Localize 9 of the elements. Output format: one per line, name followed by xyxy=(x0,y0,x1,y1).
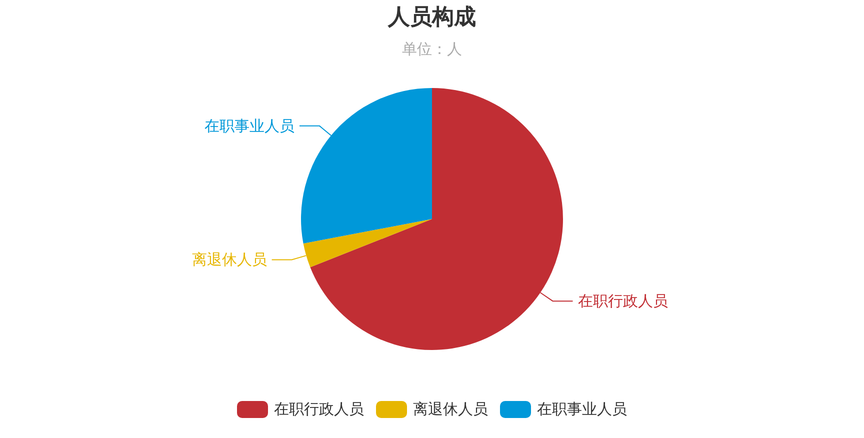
chart-title: 人员构成 xyxy=(386,5,477,31)
pie-slice xyxy=(301,88,432,244)
legend-label: 在职事业人员 xyxy=(537,400,627,419)
slice-label: 在职行政人员 xyxy=(578,292,668,310)
legend-label: 在职行政人员 xyxy=(274,400,364,419)
legend-label: 离退休人员 xyxy=(413,400,488,419)
chart-subtitle: 单位：人 xyxy=(401,40,463,58)
slice-label: 离退休人员 xyxy=(192,250,267,269)
slice-label: 在职事业人员 xyxy=(204,116,295,135)
